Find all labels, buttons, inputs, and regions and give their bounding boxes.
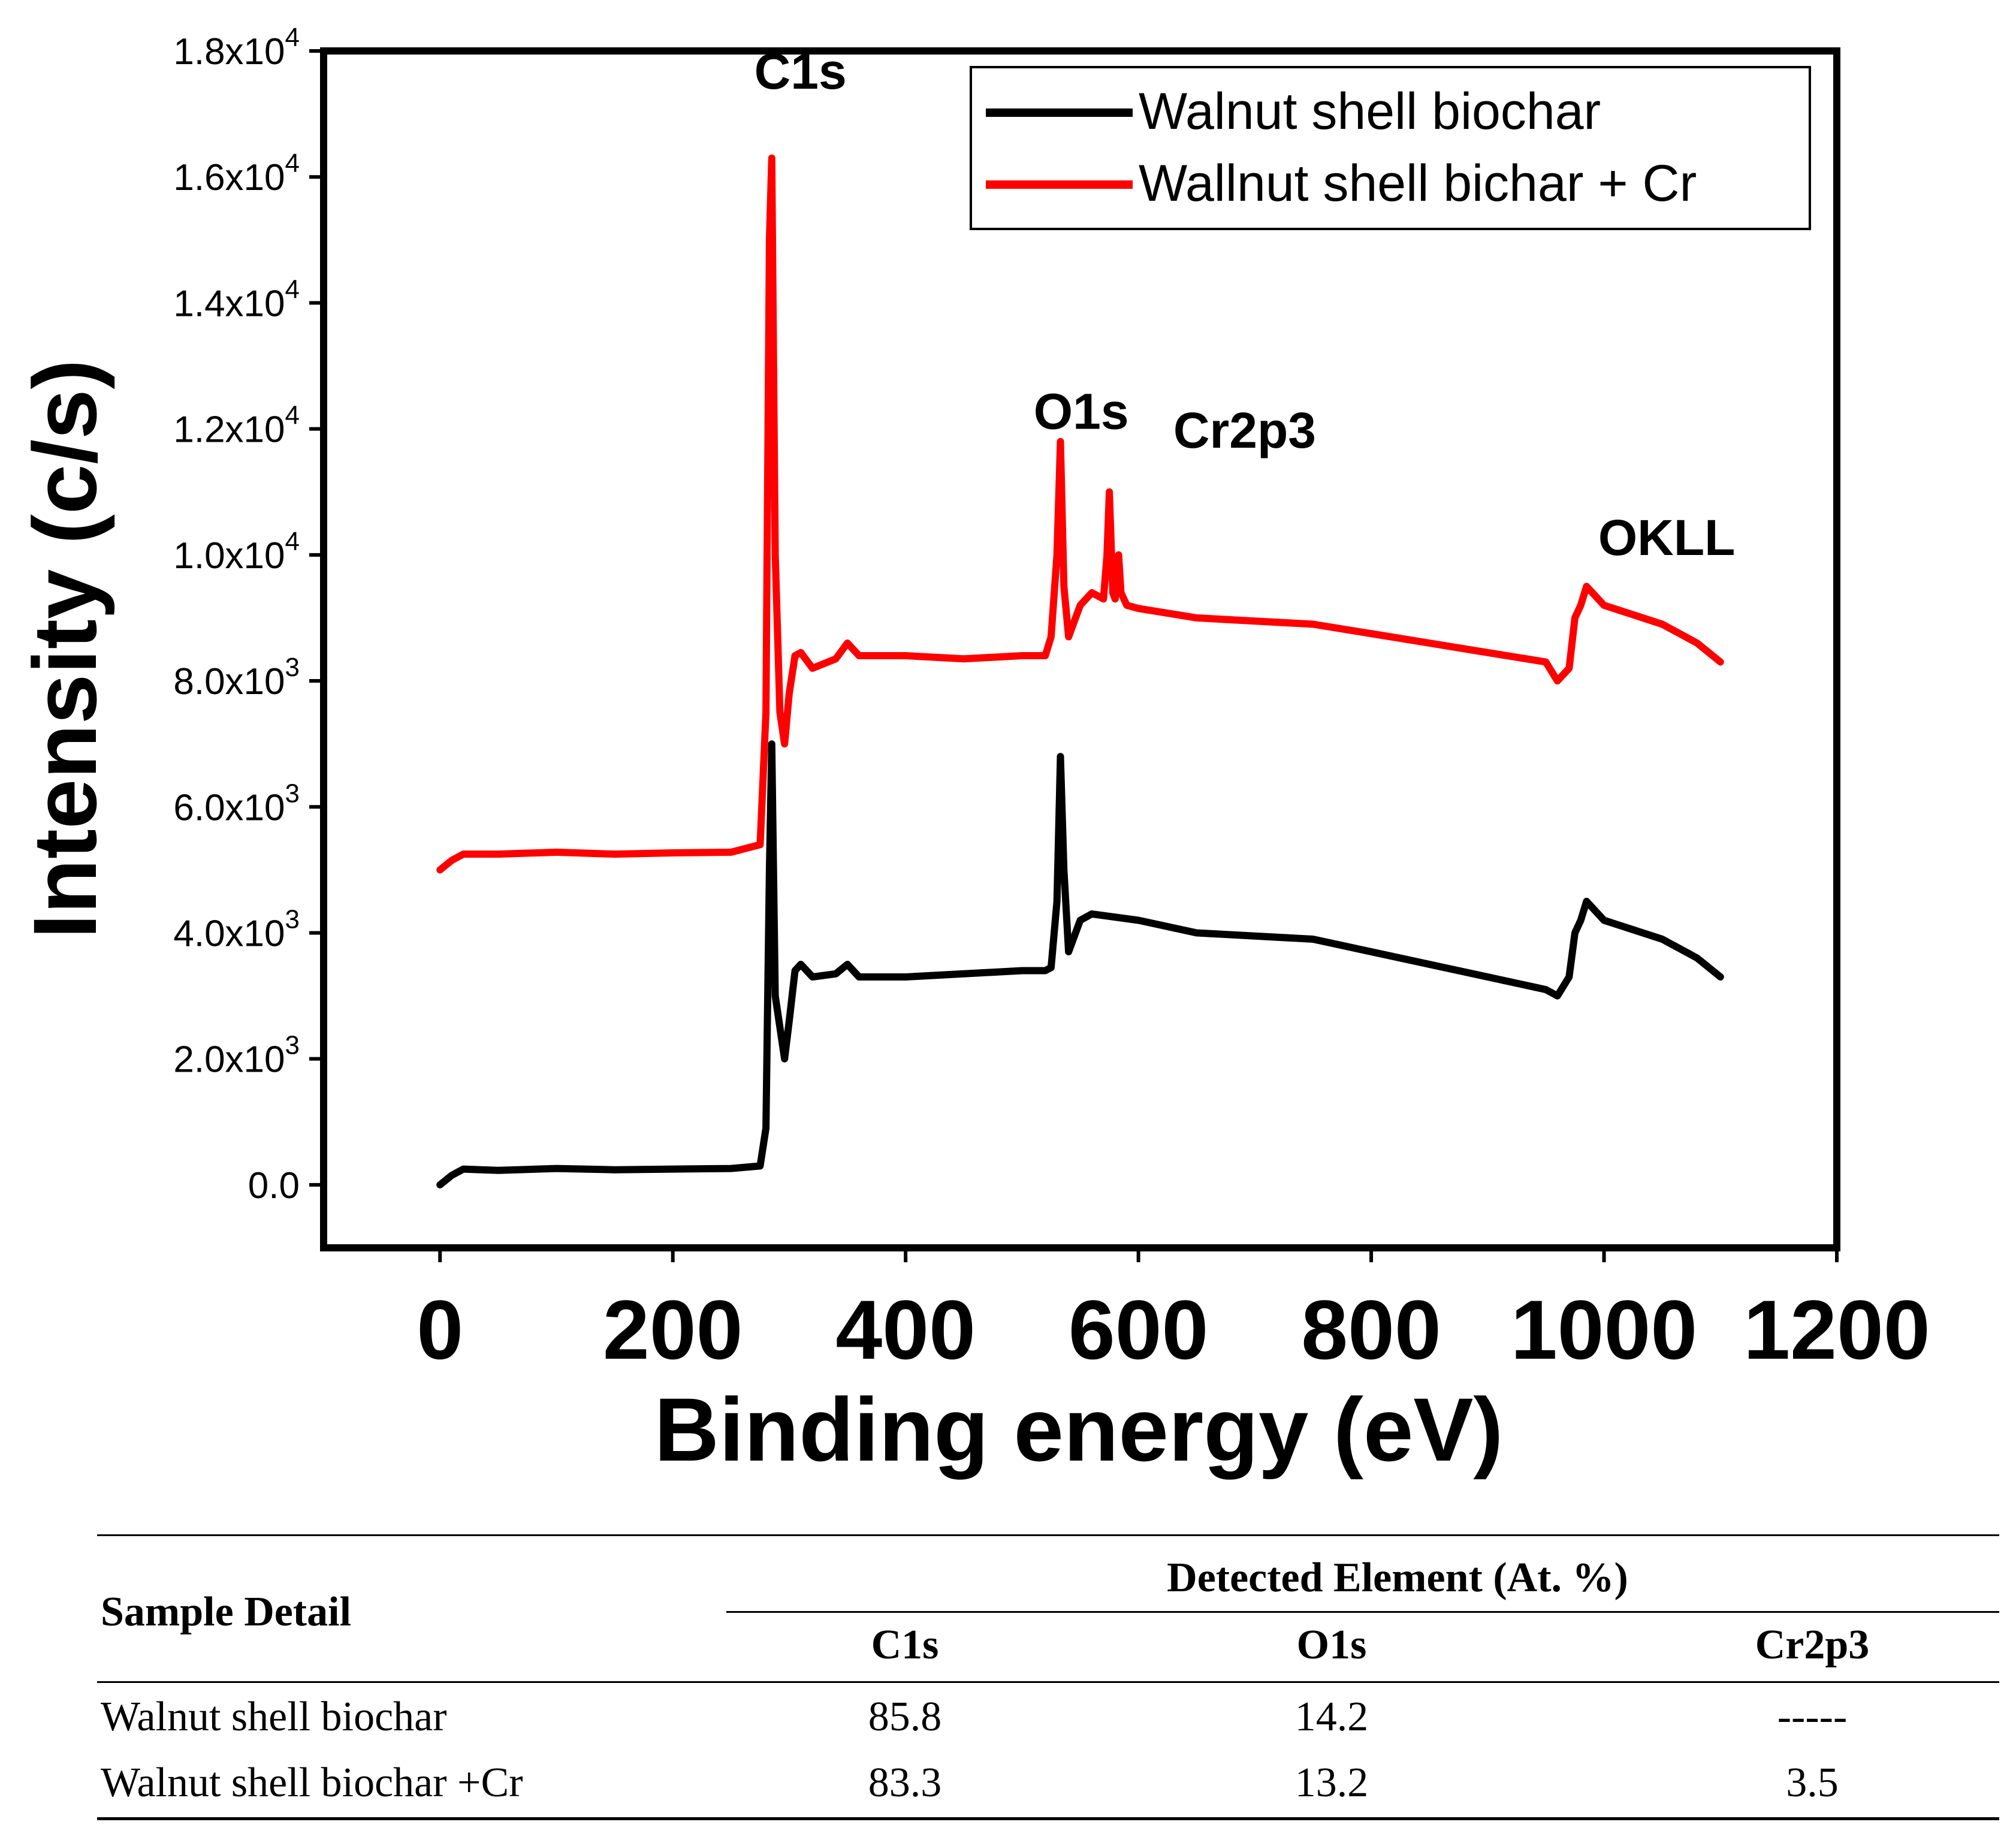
y-tick-label: 1.4x104 (173, 275, 300, 324)
column-header-cr2p3: Cr2p3 (1755, 1622, 1870, 1668)
y-tick-label: 1.8x104 (173, 23, 300, 73)
row-2-c1s: 83.3 (868, 1760, 942, 1806)
y-axis-ticks: 0.0 2.0x103 4.0x103 6.0x103 8.0x103 1.0x104 1.… (173, 23, 324, 1206)
header-sample-detail: Sample Detail (101, 1589, 352, 1635)
row-1-cr2p3: ----- (1777, 1694, 1848, 1740)
element-composition-table: Sample Detail Detected Element (At. %) C… (97, 1534, 1999, 1822)
column-header-o1s: O1s (1296, 1622, 1367, 1668)
row-2-o1s: 13.2 (1294, 1760, 1369, 1806)
series-line-0 (436, 740, 1724, 1189)
column-header-c1s: C1s (871, 1622, 939, 1668)
y-axis-label: Intensity (c/s) (14, 360, 115, 939)
annotation-o1s: O1s (1034, 384, 1129, 440)
y-tick-label: 1.0x104 (173, 527, 300, 577)
header-detected-element: Detected Element (At. %) (1167, 1555, 1628, 1601)
y-tick-label: 6.0x103 (173, 779, 300, 828)
y-tick-label: 1.2x104 (173, 401, 300, 451)
x-tick-label: 600 (1069, 1283, 1209, 1377)
row-2-cr2p3: 3.5 (1786, 1760, 1839, 1806)
plot-frame (320, 47, 1840, 1251)
table-top-rule (97, 1534, 1999, 1536)
x-tick-label: 200 (603, 1283, 743, 1377)
y-tick-label: 1.6x104 (173, 149, 300, 198)
x-tick-label: 800 (1301, 1283, 1441, 1377)
x-tick-label: 1000 (1511, 1283, 1697, 1377)
series-layer (436, 154, 1724, 1189)
series-line-1 (436, 154, 1724, 874)
y-tick-label: 4.0x103 (173, 904, 300, 954)
annotation-okll: OKLL (1598, 509, 1736, 566)
table-header-rule (97, 1681, 1999, 1683)
row-2-sample: Walnut shell biochar +Cr (101, 1760, 523, 1806)
y-tick-label: 8.0x103 (173, 653, 300, 702)
row-1-c1s: 85.8 (868, 1694, 942, 1740)
y-tick-label: 0.0 (248, 1165, 300, 1206)
x-tick-label: 0 (417, 1283, 463, 1377)
x-axis-ticks: 0 200 400 600 800 1000 1200 (417, 1248, 1930, 1377)
table-group-rule (726, 1611, 1999, 1613)
legend-box (970, 66, 1811, 230)
x-tick-label: 400 (835, 1283, 976, 1377)
xps-spectrum-chart: 0.0 2.0x103 4.0x103 6.0x103 8.0x103 1.0x104 1.… (14, 23, 1930, 1480)
x-axis-label: Binding energy (eV) (654, 1379, 1504, 1480)
row-1-o1s: 14.2 (1294, 1694, 1369, 1740)
legend: Walnut shell biochar Wallnut shell bicha… (970, 66, 1811, 230)
legend-label-walnut: Walnut shell biochar (1139, 83, 1601, 140)
annotation-cr2p3: Cr2p3 (1173, 402, 1316, 458)
x-tick-label: 1200 (1743, 1283, 1930, 1377)
legend-label-walnut-cr: Wallnut shell bichar + Cr (1139, 155, 1697, 212)
table-bottom-rule (97, 1817, 1999, 1820)
y-tick-label: 2.0x103 (173, 1031, 300, 1081)
row-1-sample: Walnut shell biochar (101, 1694, 447, 1740)
